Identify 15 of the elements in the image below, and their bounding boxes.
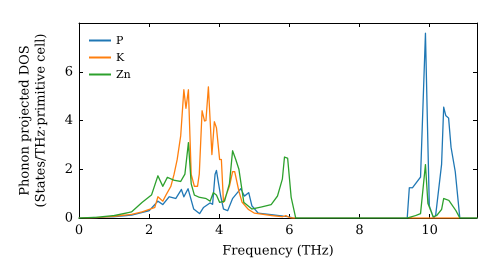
x-tick-label: 4	[215, 223, 224, 238]
y-tick-label: 0	[64, 210, 73, 226]
legend-label: P	[116, 34, 124, 47]
legend-label: Zn	[116, 68, 131, 81]
legend-label: K	[116, 51, 125, 64]
y-tick-label: 2	[64, 162, 73, 177]
x-tick-label: 2	[144, 223, 154, 238]
x-tick-label: 0	[74, 223, 84, 238]
y-tick-label: 4	[64, 113, 73, 128]
x-tick-label: 6	[285, 223, 294, 238]
x-tick-label: 8	[355, 223, 364, 238]
y-tick-label: 6	[64, 64, 73, 80]
x-tick-label: 10	[421, 223, 438, 238]
y-axis-title: Phonon projected DOS (States/THz·primitive cell)	[18, 33, 48, 208]
x-axis-title: Frequency (THz)	[222, 244, 334, 258]
